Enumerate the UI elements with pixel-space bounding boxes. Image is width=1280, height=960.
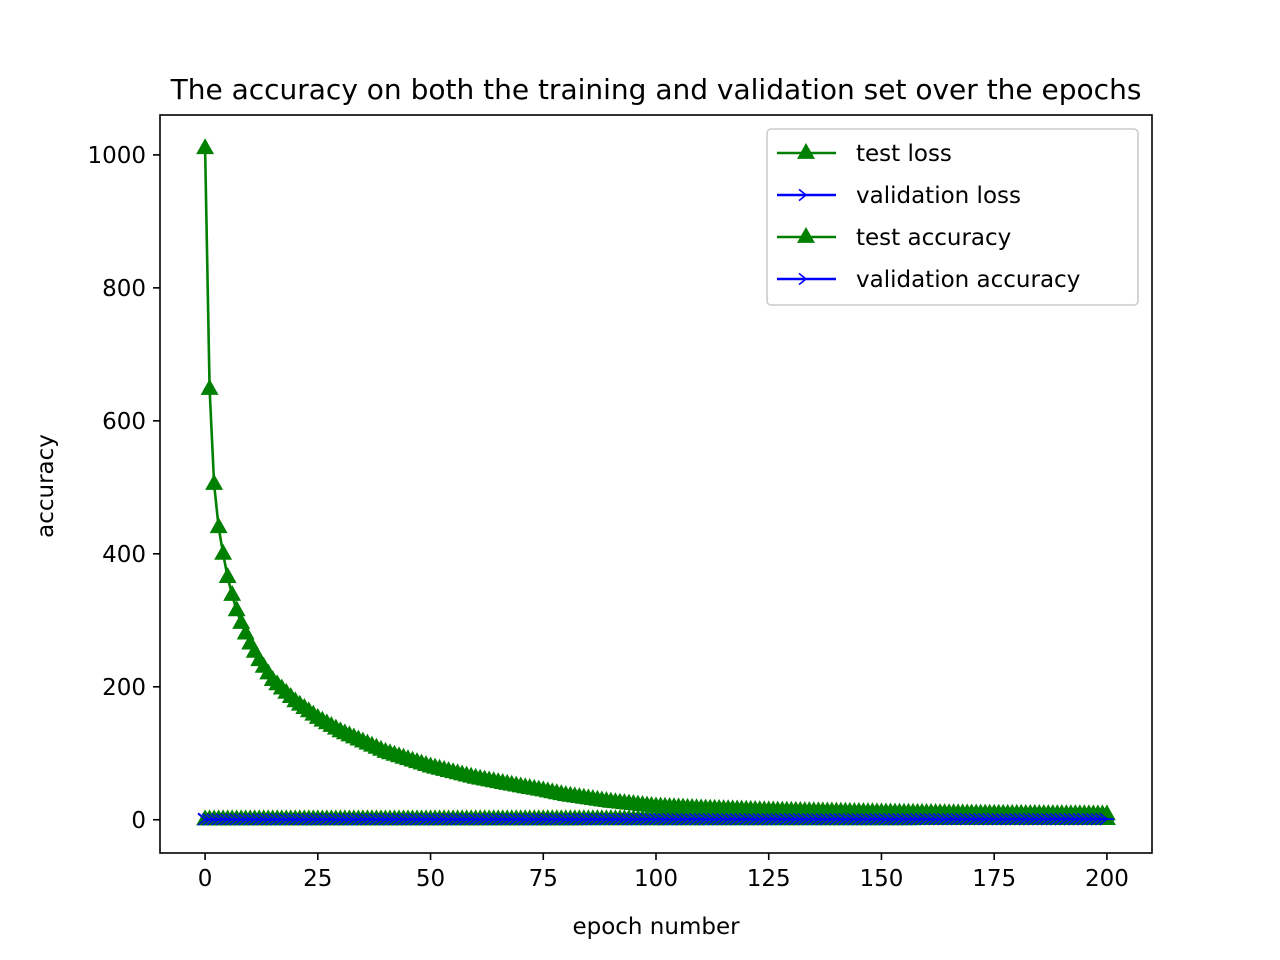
data-point xyxy=(227,600,246,617)
data-point xyxy=(196,138,215,155)
y-tick-label: 200 xyxy=(102,675,146,701)
chart-title: The accuracy on both the training and va… xyxy=(170,73,1142,106)
data-point xyxy=(1097,809,1116,825)
legend-item: validation loss xyxy=(777,183,1021,209)
data-point xyxy=(1099,812,1114,826)
legend-label: validation loss xyxy=(856,183,1021,209)
legend-marker xyxy=(798,188,813,202)
legend-item: test accuracy xyxy=(777,225,1011,251)
legend-label: test loss xyxy=(856,141,952,167)
y-axis-label: accuracy xyxy=(33,434,59,538)
x-tick-label: 200 xyxy=(1085,866,1129,892)
x-tick-label: 125 xyxy=(747,866,791,892)
data-point xyxy=(205,473,224,490)
x-axis-label: epoch number xyxy=(572,914,740,940)
legend-item: validation accuracy xyxy=(777,267,1080,293)
data-point xyxy=(218,567,237,583)
data-point xyxy=(223,585,242,601)
y-tick-label: 0 xyxy=(131,808,146,834)
x-tick-label: 150 xyxy=(860,866,904,892)
x-tick-label: 50 xyxy=(416,866,445,892)
legend-marker xyxy=(797,142,815,159)
legend-marker xyxy=(797,226,815,243)
legend-label: test accuracy xyxy=(856,225,1011,251)
x-tick-label: 25 xyxy=(303,866,332,892)
data-point xyxy=(209,517,228,534)
legend-item: test loss xyxy=(777,141,952,167)
y-tick-label: 800 xyxy=(102,276,146,302)
data-point xyxy=(200,378,219,395)
x-tick-label: 75 xyxy=(529,866,558,892)
series-validation-accuracy xyxy=(197,812,1114,826)
y-tick-label: 400 xyxy=(102,542,146,568)
data-point xyxy=(214,543,233,560)
y-tick-label: 1000 xyxy=(87,143,146,169)
x-tick-label: 0 xyxy=(198,866,213,892)
legend: test loss validation loss test accuracy val… xyxy=(766,128,1139,306)
y-tick-label: 600 xyxy=(102,409,146,435)
legend-label: validation accuracy xyxy=(856,267,1080,293)
legend-frame xyxy=(766,128,1139,306)
y-axis: 0 200 400 600 800 1000 xyxy=(87,143,160,834)
x-axis: 0 25 50 75 100 125 150 175 200 xyxy=(198,853,1129,892)
x-tick-label: 175 xyxy=(972,866,1016,892)
legend-marker xyxy=(798,272,813,286)
series-layer xyxy=(196,138,1116,826)
x-tick-label: 100 xyxy=(634,866,678,892)
